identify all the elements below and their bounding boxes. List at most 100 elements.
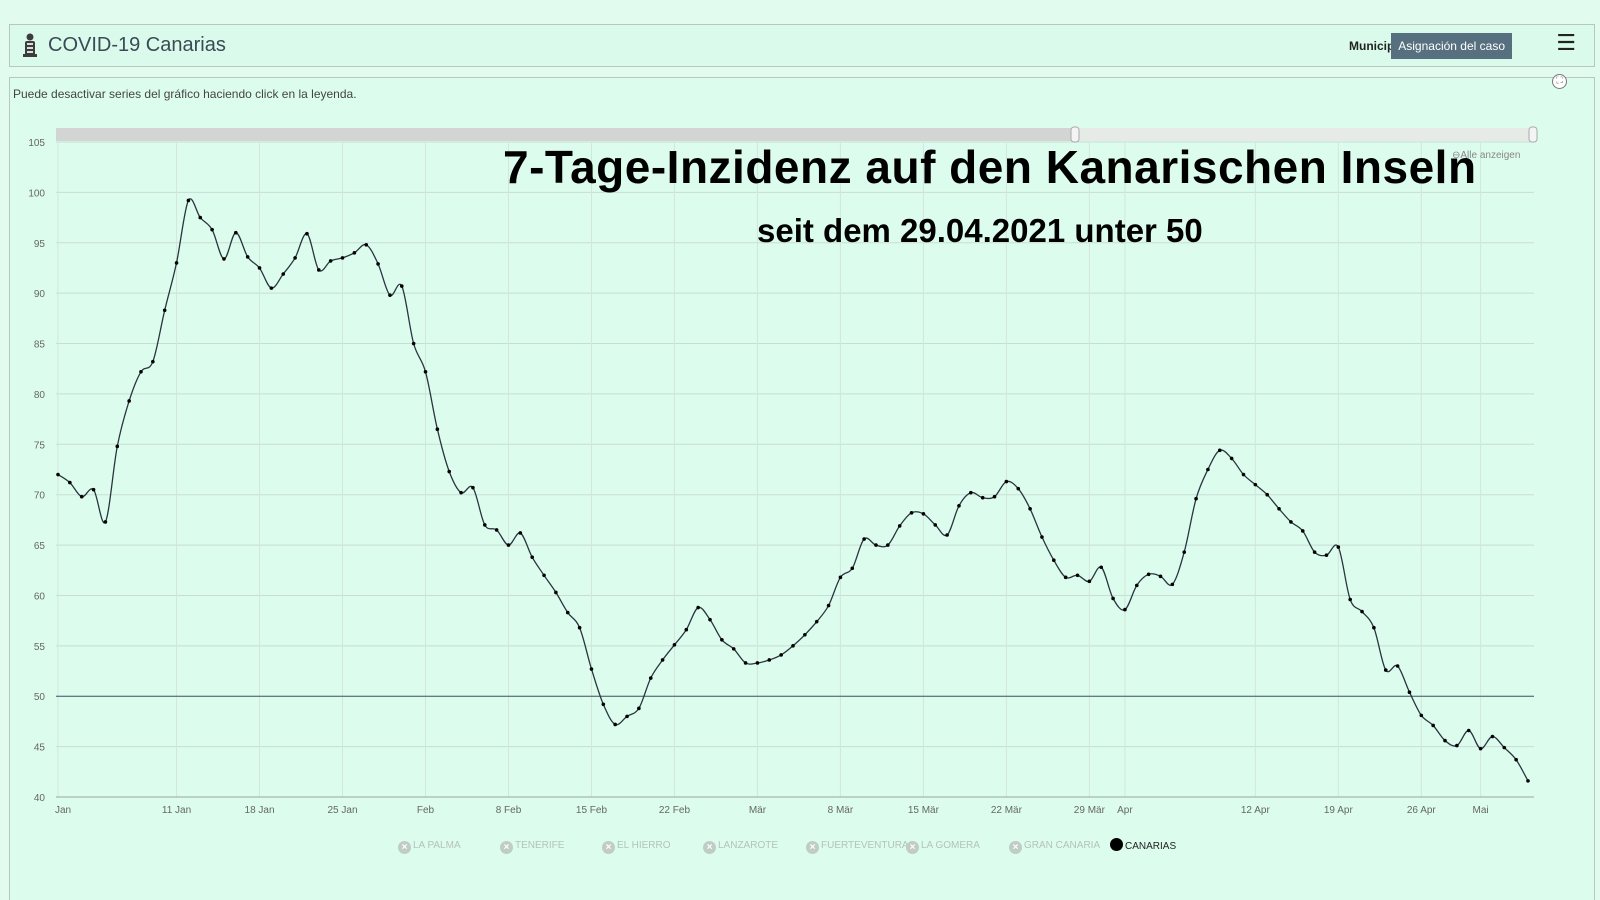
data-point[interactable] <box>1455 743 1459 748</box>
data-point[interactable] <box>376 262 380 266</box>
legend-item-tenerife[interactable]: × TENERIFE <box>500 838 564 854</box>
data-point[interactable] <box>1466 728 1471 733</box>
data-point[interactable] <box>447 469 452 474</box>
data-point[interactable] <box>269 286 274 290</box>
data-point[interactable] <box>91 487 96 492</box>
data-point[interactable] <box>1206 467 1210 472</box>
data-point[interactable] <box>1526 779 1530 783</box>
data-point[interactable] <box>577 625 582 630</box>
data-point[interactable] <box>1123 607 1127 612</box>
data-point[interactable] <box>1229 456 1234 461</box>
data-point[interactable] <box>471 485 475 490</box>
data-point[interactable] <box>1312 550 1317 554</box>
data-point[interactable] <box>186 198 191 203</box>
legend-item-la-gomera[interactable]: × LA GOMERA <box>906 838 980 854</box>
data-point[interactable] <box>1087 579 1092 584</box>
data-point[interactable] <box>1502 745 1507 750</box>
data-point[interactable] <box>1194 496 1198 501</box>
data-point[interactable] <box>1383 668 1388 672</box>
data-point[interactable] <box>210 227 214 232</box>
data-point[interactable] <box>115 444 120 449</box>
data-point[interactable] <box>103 520 108 524</box>
data-point[interactable] <box>139 369 143 374</box>
data-point[interactable] <box>826 603 831 608</box>
data-point[interactable] <box>708 617 712 622</box>
data-point[interactable] <box>1419 713 1424 718</box>
legend-item-fuerteventura[interactable]: × FUERTEVENTURA <box>806 838 909 854</box>
data-point[interactable] <box>980 495 985 500</box>
data-point[interactable] <box>779 653 783 657</box>
data-point[interactable] <box>648 676 653 680</box>
data-point[interactable] <box>1324 553 1329 557</box>
data-point[interactable] <box>601 702 606 707</box>
data-point[interactable] <box>1170 582 1175 587</box>
legend-item-gran-canaria[interactable]: × GRAN CANARIA <box>1009 838 1100 854</box>
data-point[interactable] <box>435 427 440 431</box>
data-point[interactable] <box>530 555 534 559</box>
legend-item-canarias[interactable]: CANARIAS <box>1110 838 1176 855</box>
data-point[interactable] <box>1253 482 1258 487</box>
data-point[interactable] <box>518 531 523 535</box>
data-point[interactable] <box>554 590 558 595</box>
data-point[interactable] <box>672 643 677 647</box>
data-point[interactable] <box>720 638 724 642</box>
data-point[interactable] <box>127 399 131 403</box>
data-point[interactable] <box>1407 690 1412 694</box>
data-point[interactable] <box>1099 565 1104 570</box>
data-point[interactable] <box>1443 738 1447 743</box>
data-point[interactable] <box>1241 472 1246 477</box>
data-point[interactable] <box>459 490 463 495</box>
data-point[interactable] <box>79 494 84 499</box>
data-point[interactable] <box>1075 573 1080 578</box>
data-point[interactable] <box>933 523 938 527</box>
hamburger-menu-icon[interactable]: ☰ <box>1556 31 1576 56</box>
data-point[interactable] <box>1348 597 1352 602</box>
data-point[interactable] <box>388 293 392 297</box>
data-point[interactable] <box>767 658 772 662</box>
data-point[interactable] <box>198 215 203 220</box>
data-point[interactable] <box>352 251 357 255</box>
data-point[interactable] <box>399 284 404 288</box>
data-point[interactable] <box>1360 609 1364 614</box>
data-point[interactable] <box>613 722 617 727</box>
data-point[interactable] <box>340 256 345 260</box>
data-point[interactable] <box>1514 757 1518 762</box>
data-point[interactable] <box>684 627 689 632</box>
data-point[interactable] <box>791 644 795 648</box>
reset-zoom-button[interactable]: ⊖Alle anzeigen <box>1452 150 1520 161</box>
data-point[interactable] <box>174 261 179 265</box>
data-point[interactable] <box>1146 572 1151 577</box>
data-point[interactable] <box>364 242 369 247</box>
municipio-toggle[interactable]: Municipio <box>1349 39 1405 53</box>
data-point[interactable] <box>151 359 155 364</box>
data-point[interactable] <box>222 257 226 261</box>
data-point[interactable] <box>281 272 286 276</box>
data-point[interactable] <box>1289 520 1293 524</box>
data-point[interactable] <box>660 658 665 662</box>
data-point[interactable] <box>68 480 72 485</box>
data-point[interactable] <box>1277 507 1281 511</box>
data-point[interactable] <box>921 512 926 516</box>
data-point[interactable] <box>565 610 570 615</box>
data-point[interactable] <box>743 661 748 665</box>
data-point[interactable] <box>234 230 238 235</box>
data-point[interactable] <box>328 259 333 263</box>
legend-item-el-hierro[interactable]: × EL HIERRO <box>602 838 671 854</box>
data-point[interactable] <box>411 341 416 346</box>
data-point[interactable] <box>1300 529 1305 533</box>
data-point[interactable] <box>803 632 807 637</box>
data-point[interactable] <box>542 573 546 578</box>
data-point[interactable] <box>1490 734 1495 739</box>
data-point[interactable] <box>1372 625 1376 630</box>
data-point[interactable] <box>838 575 843 580</box>
data-point[interactable] <box>886 543 890 547</box>
data-point[interactable] <box>293 256 297 260</box>
data-point[interactable] <box>1040 535 1044 539</box>
data-point[interactable] <box>862 537 866 541</box>
data-point[interactable] <box>1052 558 1056 562</box>
fullscreen-icon[interactable]: ⛶ <box>1552 74 1567 89</box>
data-point[interactable] <box>1182 550 1187 554</box>
data-point[interactable] <box>625 714 629 719</box>
data-point[interactable] <box>257 266 262 270</box>
data-point[interactable] <box>969 490 973 495</box>
